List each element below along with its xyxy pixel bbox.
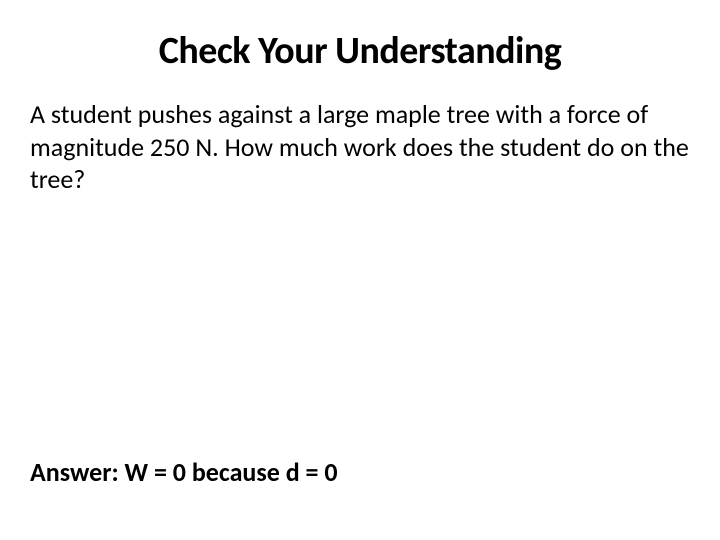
question-text: A student pushes against a large maple t… bbox=[30, 98, 690, 196]
answer-text: Answer: W = 0 because d = 0 bbox=[30, 456, 338, 488]
slide-title: Check Your Understanding bbox=[30, 28, 690, 74]
slide-container: Check Your Understanding A student pushe… bbox=[0, 0, 720, 540]
